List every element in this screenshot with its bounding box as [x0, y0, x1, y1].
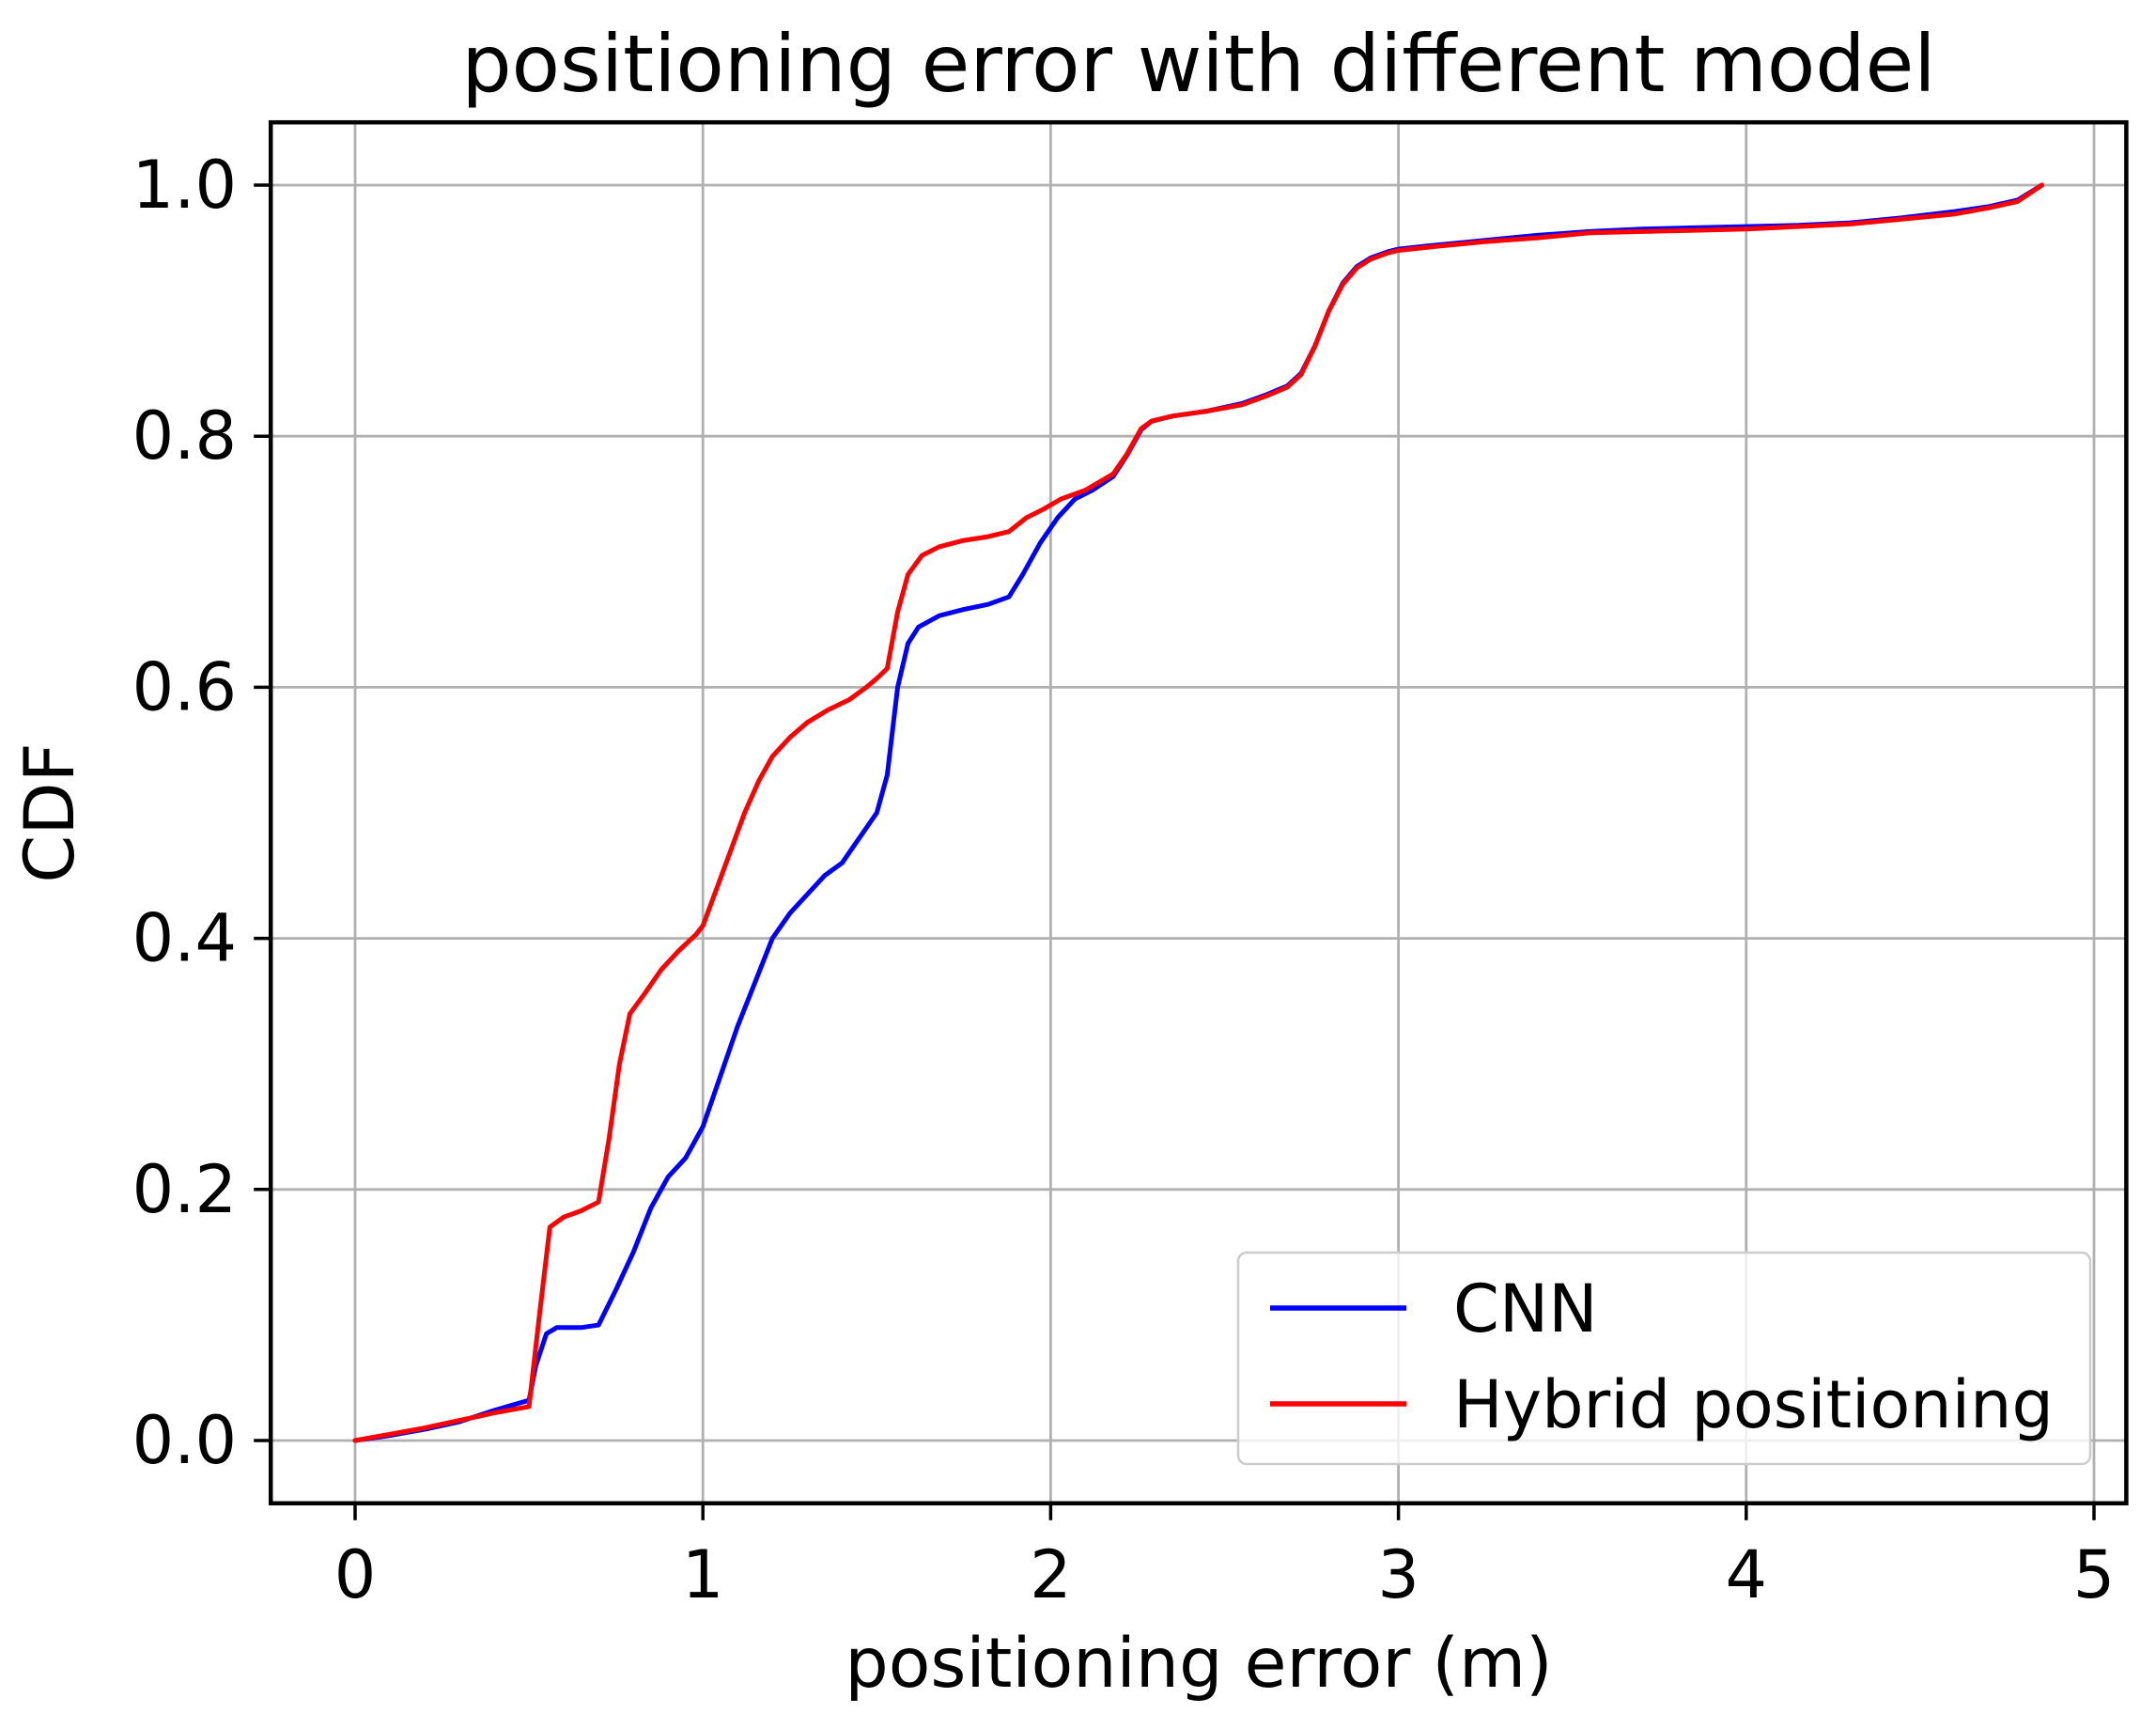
tick-labels: 0 1 2 3 4 5 0.0 0.2 0.4 0.6 0.8 1.0	[132, 147, 2116, 1613]
axis-ticks	[254, 183, 2096, 1520]
legend: CNN Hybrid positioning	[1236, 1251, 2092, 1466]
y-tick-label-0.4: 0.4	[132, 900, 237, 977]
x-axis-label: positioning error (m)	[845, 1624, 1552, 1704]
data-curves	[352, 182, 2044, 1443]
x-tick-label-2: 2	[1030, 1536, 1072, 1613]
y-tick-label-0.2: 0.2	[132, 1151, 237, 1228]
grid-lines	[271, 122, 2127, 1503]
chart-title: positioning error with different model	[461, 18, 1935, 110]
x-tick-label-3: 3	[1377, 1536, 1419, 1613]
legend-box	[1236, 1251, 2092, 1466]
x-tick-label-1: 1	[682, 1536, 724, 1613]
plot-border	[268, 119, 2129, 1506]
y-tick-label-0.0: 0.0	[132, 1402, 237, 1479]
x-tick-label-5: 5	[2073, 1536, 2116, 1613]
x-tick-label-0: 0	[334, 1536, 377, 1613]
y-tick-label-1.0: 1.0	[132, 147, 237, 224]
y-axis-label: CDF	[10, 742, 90, 882]
legend-cnn-label: CNN	[1453, 1270, 1598, 1347]
legend-hybrid-label: Hybrid positioning	[1453, 1366, 2054, 1443]
x-tick-label-4: 4	[1726, 1536, 1768, 1613]
y-tick-label-0.6: 0.6	[132, 648, 237, 725]
y-tick-label-0.8: 0.8	[132, 397, 237, 475]
hybrid-positioning-curve	[352, 182, 2044, 1443]
